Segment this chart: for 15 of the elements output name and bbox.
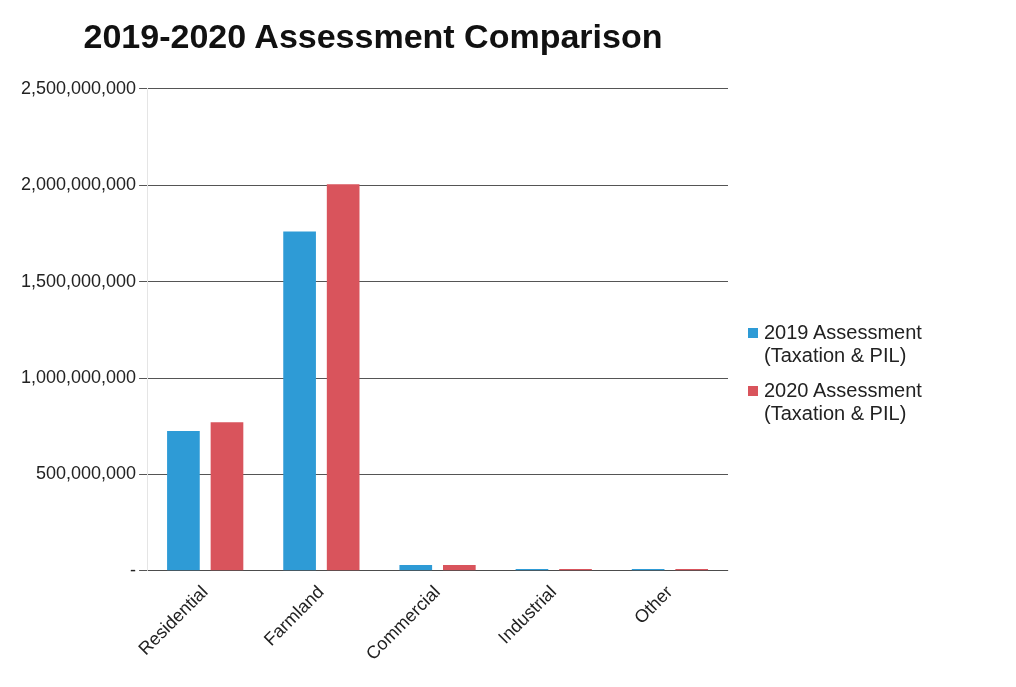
y-tick-label: 1,000,000,000 [20,366,137,387]
legend-label: 2019 Assessment (Taxation & PIL) [764,321,923,367]
bar [399,565,433,571]
y-tick-label: 500,000,000 [36,463,137,484]
legend-label: 2020 Assessment (Taxation & PIL) [764,379,923,425]
y-tick-label: 1,500,000,000 [20,270,137,291]
chart-title: 2019-2020 Assessment Comparison [83,16,663,55]
bar [210,422,244,571]
bar [443,565,476,571]
bar [167,431,200,571]
bar [326,184,360,571]
y-tick-label: 2,000,000,000 [20,174,137,195]
bar [283,231,316,571]
y-tick-label: 2,500,000,000 [20,77,137,98]
y-tick-label: - [130,559,137,580]
